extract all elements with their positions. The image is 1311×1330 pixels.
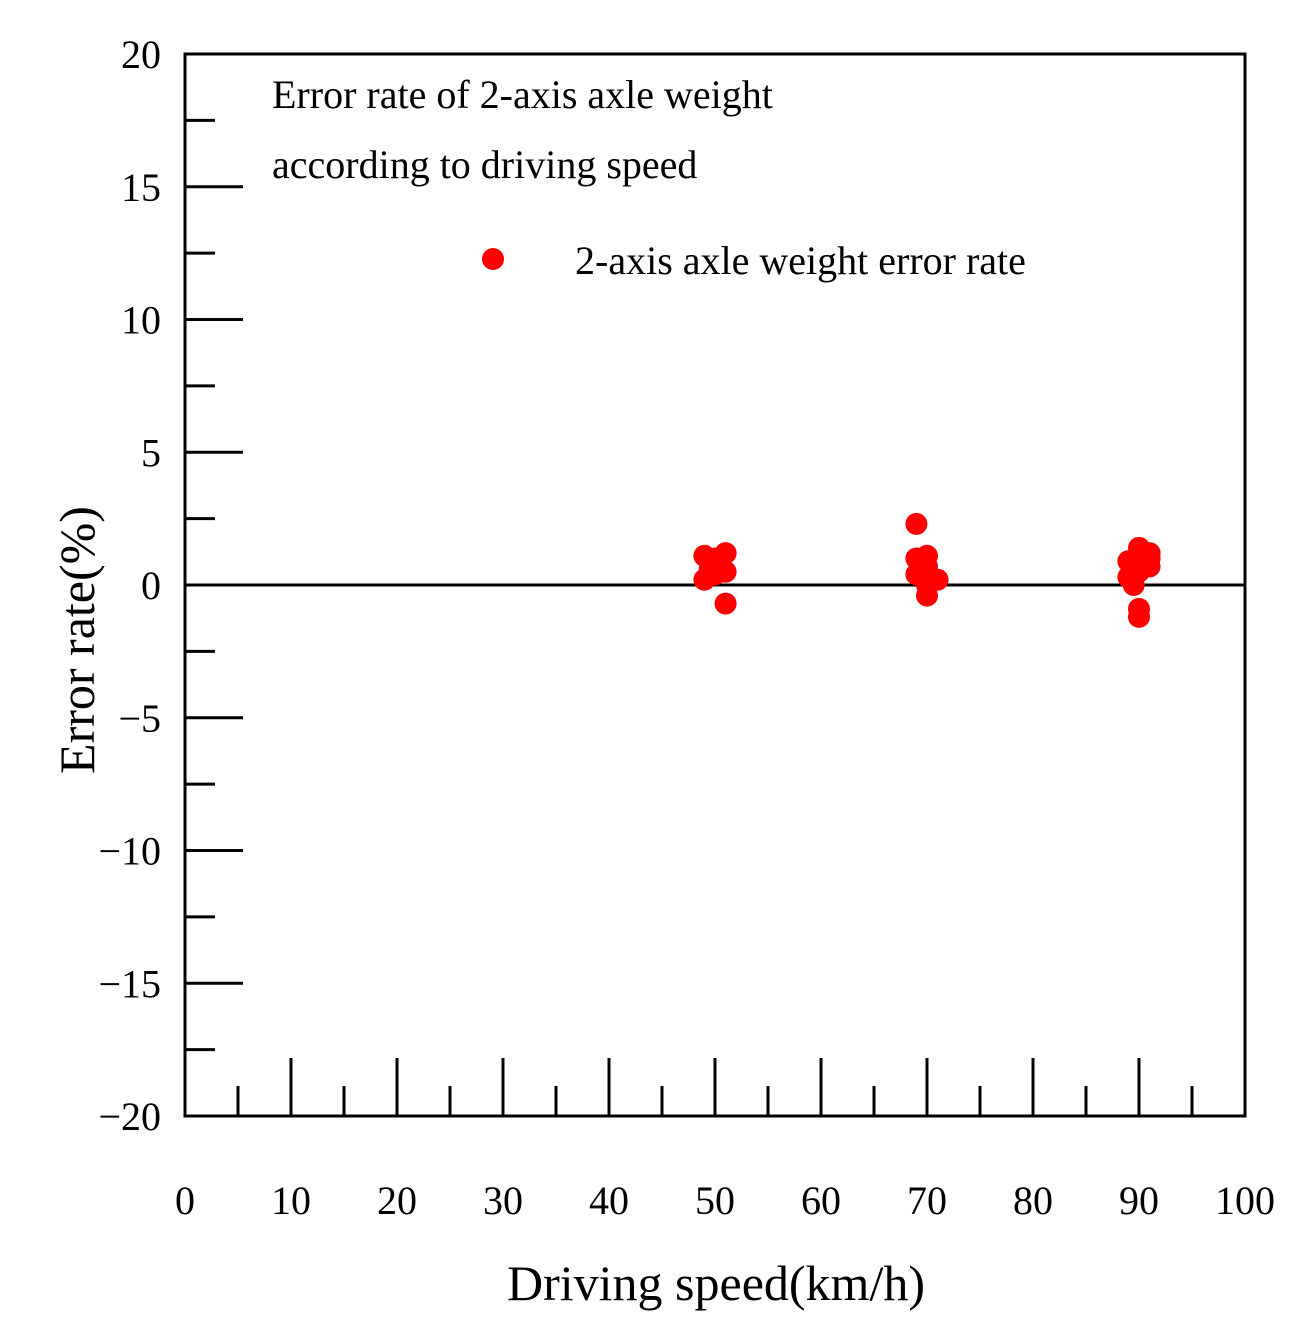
- y-tick-label: −20: [98, 1094, 161, 1139]
- x-tick-label: 10: [271, 1178, 311, 1223]
- annotation-line-2: according to driving speed: [272, 142, 697, 187]
- legend-marker: [482, 248, 504, 270]
- data-point: [714, 592, 737, 615]
- y-axis-label: Error rate(%): [49, 506, 105, 774]
- x-tick-label: 40: [589, 1178, 629, 1223]
- data-points: [693, 512, 1161, 628]
- x-axis-label: Driving speed(km/h): [507, 1255, 925, 1311]
- y-tick-label: −10: [98, 829, 161, 874]
- data-point: [1138, 547, 1161, 570]
- x-tick-label: 70: [907, 1178, 947, 1223]
- data-point: [1128, 605, 1150, 628]
- x-tick-label: 100: [1215, 1178, 1275, 1223]
- y-tick-label: 20: [121, 32, 161, 77]
- x-tick-label: 80: [1013, 1178, 1053, 1223]
- data-point: [905, 512, 928, 535]
- legend: 2-axis axle weight error rate: [482, 238, 1026, 283]
- y-tick-label: 15: [121, 165, 161, 210]
- x-tick-label: 0: [175, 1178, 195, 1223]
- legend-label: 2-axis axle weight error rate: [575, 238, 1026, 283]
- y-tick-label: 10: [121, 298, 161, 343]
- x-tick-label: 60: [801, 1178, 841, 1223]
- data-point: [714, 542, 737, 565]
- x-tick-label: 50: [695, 1178, 735, 1223]
- data-point: [714, 560, 737, 583]
- y-tick-label: 5: [141, 430, 161, 475]
- y-tick-label: −15: [98, 961, 161, 1006]
- x-tick-label: 20: [377, 1178, 417, 1223]
- chart-annotation: Error rate of 2-axis axle weight accordi…: [272, 72, 773, 187]
- annotation-line-1: Error rate of 2-axis axle weight: [272, 72, 773, 117]
- x-tick-label: 30: [483, 1178, 523, 1223]
- data-point: [916, 584, 938, 607]
- y-tick-label: −5: [118, 696, 161, 741]
- data-point: [926, 568, 949, 591]
- x-tick-label: 90: [1119, 1178, 1159, 1223]
- y-tick-label: 0: [141, 563, 161, 608]
